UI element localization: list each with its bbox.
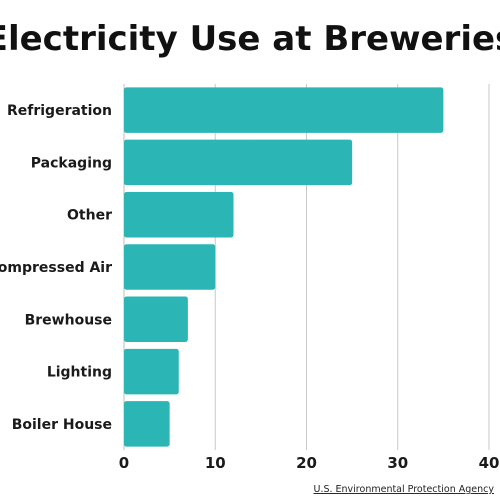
category-labels: Refrigeration Packaging Other Compressed Ai…: [0, 103, 112, 433]
chart-title: Electricity Use at Breweries: [0, 19, 500, 59]
category-label: Other: [67, 208, 112, 224]
category-label: Compressed Air: [0, 260, 112, 276]
x-tick-label: 20: [296, 454, 317, 472]
x-tick-label: 30: [387, 454, 408, 472]
bar: [124, 296, 188, 343]
category-label: Packaging: [31, 155, 112, 171]
x-tick-label: 10: [205, 454, 226, 472]
category-label: Refrigeration: [7, 103, 112, 119]
bars: [124, 87, 444, 447]
category-label: Lighting: [47, 365, 112, 381]
source-note: U.S. Environmental Protection Agency: [313, 484, 494, 495]
bar: [124, 348, 179, 395]
bar: [124, 401, 170, 447]
bar: [124, 244, 216, 290]
bar: [124, 139, 353, 186]
bar: [124, 191, 234, 238]
bar: [124, 87, 444, 133]
x-tick-label: 0: [119, 454, 129, 472]
x-tick-label: 40: [479, 454, 500, 472]
category-label: Boiler House: [12, 417, 112, 433]
x-tick-labels: 0 10 20 30 40: [119, 454, 500, 472]
category-label: Brewhouse: [25, 312, 112, 328]
